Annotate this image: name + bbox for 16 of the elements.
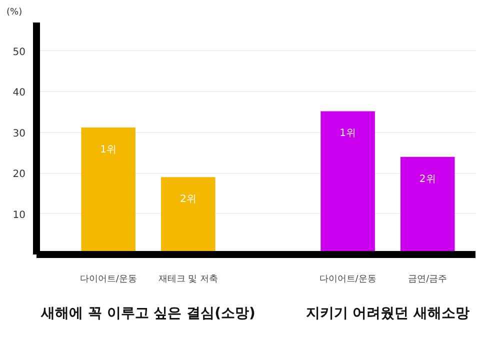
annotation: 1위 [340,128,356,140]
annotation: 1위 [100,144,117,156]
text: 새해에 꼭 이루고 싶은 결심(소망) [40,306,256,322]
y-tick-label: 50 [12,46,26,58]
x-tick-label: 다이어트/운동 [319,274,376,284]
y-tick-label: 20 [12,169,26,180]
x-tick-label: 금연/금주 [408,274,448,284]
annotation: 2위 [419,174,436,185]
x-tick-label: 다이어트/운동 [80,274,137,284]
y-tick-label: 10 [12,210,26,221]
y-tick-label: 30 [12,128,26,140]
x-tick-label: 재테크 및 저축 [158,274,218,284]
annotation: 2위 [180,194,196,206]
y-tick-label: 40 [12,88,26,99]
y-axis-title: (%) [6,8,22,18]
text: 지키기 어려웠던 새해소망 [306,306,470,322]
